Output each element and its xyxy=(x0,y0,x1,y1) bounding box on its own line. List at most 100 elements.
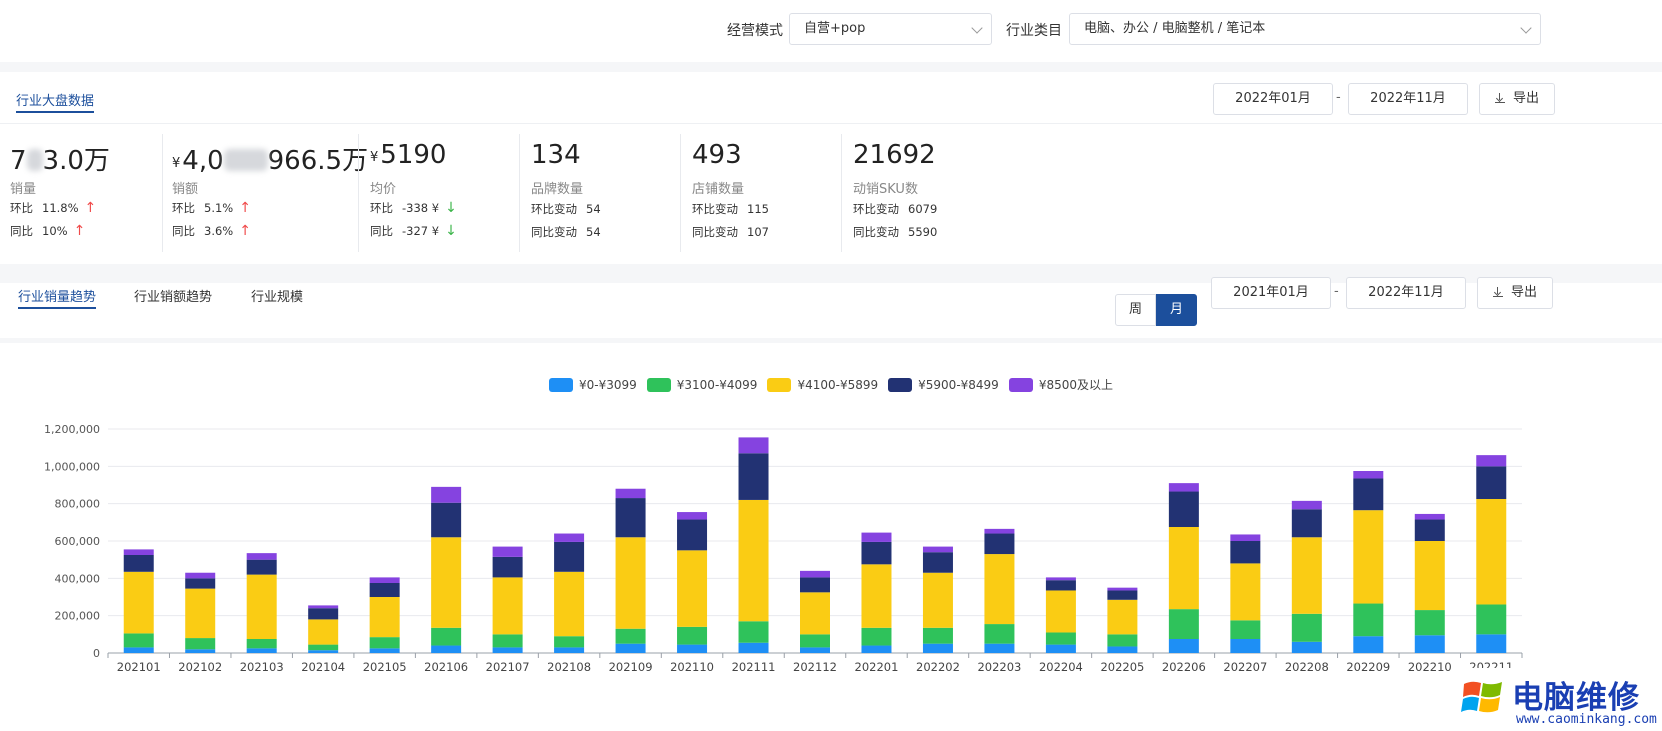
bar-segment xyxy=(738,499,769,622)
bar-segment xyxy=(185,649,216,653)
bar-segment xyxy=(1168,639,1199,653)
bar-segment xyxy=(677,550,708,627)
bar-segment xyxy=(861,532,892,542)
bar-segment xyxy=(922,552,953,573)
bar-segment xyxy=(800,592,830,635)
kpi-name: 销额 xyxy=(172,182,199,197)
bar-segment xyxy=(123,571,154,634)
chart-panel xyxy=(0,343,1662,731)
bar-segment xyxy=(1107,646,1138,653)
tab-sales-volume-trend[interactable]: 行业销量趋势 xyxy=(18,286,97,309)
bar-segment xyxy=(246,553,277,560)
bar-segment xyxy=(492,546,523,557)
x-tick-label: 202202 xyxy=(916,660,960,674)
kpi-divider xyxy=(519,134,520,252)
bar-segment xyxy=(1107,590,1138,600)
bar-segment xyxy=(861,541,892,565)
arrow-up-icon: ↑ xyxy=(84,200,97,216)
legend-item[interactable]: ¥4100-¥5899 xyxy=(767,376,878,393)
bar-segment xyxy=(984,528,1015,534)
redacted-mask xyxy=(223,149,268,171)
x-tick-label: 202106 xyxy=(424,660,468,674)
month-toggle[interactable]: 月 xyxy=(1156,294,1197,326)
kpi-sku-count: 21692 动销SKU数 环比变动 6079 同比变动 5590 xyxy=(853,130,1013,260)
bar-segment xyxy=(369,648,400,653)
overview-export-button[interactable]: 导出 xyxy=(1479,83,1555,115)
chart-legend: ¥0-¥3099 ¥3100-¥4099 ¥4100-¥5899 ¥5900-¥849… xyxy=(0,376,1662,393)
tab-industry-overview[interactable]: 行业大盘数据 xyxy=(16,90,95,113)
bar-segment xyxy=(308,650,339,653)
bar-segment xyxy=(492,577,523,635)
kpi-value: ¥4,0 966.5万 xyxy=(172,146,369,176)
bar-segment xyxy=(554,533,585,542)
bar-segment xyxy=(431,627,462,646)
legend-item[interactable]: ¥3100-¥4099 xyxy=(646,376,758,393)
kpi-mom: 环比变动 115 xyxy=(692,202,769,216)
mode-select[interactable]: 自营+pop xyxy=(789,13,992,45)
bar-segment xyxy=(1291,641,1322,653)
trend-export-button[interactable]: 导出 xyxy=(1477,277,1553,309)
bar-segment xyxy=(308,619,339,645)
bar-segment xyxy=(922,627,953,644)
x-tick-label: 202110 xyxy=(670,660,714,674)
bar-segment xyxy=(123,555,154,572)
bar-segment xyxy=(800,570,830,578)
legend-item[interactable]: ¥8500及以上 xyxy=(1008,376,1113,393)
overview-date-to[interactable]: 2022年11月 xyxy=(1348,83,1468,115)
legend-label: ¥0-¥3099 xyxy=(578,377,637,392)
kpi-yoy: 同比 3.6% ↑ xyxy=(172,223,251,239)
bar-segment xyxy=(1230,541,1261,564)
legend-item[interactable]: ¥0-¥3099 xyxy=(548,376,637,393)
legend-label: ¥3100-¥4099 xyxy=(676,377,758,392)
kpi-sales-amount: ¥4,0 966.5万 销额 环比 5.1% ↑ 同比 3.6% ↑ xyxy=(172,130,368,260)
bar-segment xyxy=(1230,639,1261,653)
y-tick-label: 1,200,000 xyxy=(44,423,100,436)
bar-segment xyxy=(1353,478,1384,511)
kpi-name: 均价 xyxy=(370,182,397,197)
week-toggle[interactable]: 周 xyxy=(1115,294,1156,326)
bar-segment xyxy=(1476,466,1507,499)
bar-segment xyxy=(185,578,216,589)
bar-segment xyxy=(1045,644,1076,653)
kpi-name: 品牌数量 xyxy=(531,182,584,197)
kpi-mom: 环比 5.1% ↑ xyxy=(172,200,251,216)
bar-segment xyxy=(861,645,892,653)
bar-segment xyxy=(554,647,585,653)
bar-segment xyxy=(554,541,585,572)
bar-segment xyxy=(1476,604,1507,635)
category-select[interactable]: 电脑、办公 / 电脑整机 / 笔记本 xyxy=(1069,13,1541,45)
bar-segment xyxy=(369,577,400,583)
kpi-value: ¥5190 xyxy=(370,140,447,170)
bar-segment xyxy=(1414,541,1445,611)
x-tick-label: 202111 xyxy=(732,660,776,674)
bar-segment xyxy=(185,638,216,650)
x-tick-label: 202112 xyxy=(793,660,837,674)
bar-segment xyxy=(1230,534,1261,541)
bar-segment xyxy=(1107,599,1138,635)
x-tick-label: 202103 xyxy=(240,660,284,674)
tab-sales-amount-trend[interactable]: 行业销额趋势 xyxy=(134,290,213,305)
bar-segment xyxy=(1476,455,1507,467)
x-tick-label: 202205 xyxy=(1100,660,1144,674)
y-tick-label: 1,000,000 xyxy=(44,460,100,473)
bar-segment xyxy=(738,453,769,500)
arrow-up-icon: ↑ xyxy=(239,223,251,239)
bar-segment xyxy=(1353,510,1384,604)
arrow-down-icon: ↓ xyxy=(445,223,457,239)
trend-date-from[interactable]: 2021年01月 xyxy=(1211,277,1331,309)
legend-item[interactable]: ¥5900-¥8499 xyxy=(888,376,999,393)
bar-segment xyxy=(1045,632,1076,645)
bar-segment xyxy=(615,498,646,538)
bar-segment xyxy=(369,583,400,597)
bar-segment xyxy=(800,647,830,653)
bar-segment xyxy=(1168,483,1199,492)
overview-panel: 行业大盘数据 2022年01月 - 2022年11月 导出 7 3.0万 销量 环… xyxy=(0,72,1662,264)
tab-industry-scale[interactable]: 行业规模 xyxy=(251,290,304,305)
kpi-yoy: 同比 -327 ¥ ↓ xyxy=(370,223,457,239)
kpi-yoy: 同比变动 5590 xyxy=(853,225,938,239)
bar-segment xyxy=(1353,636,1384,653)
export-label: 导出 xyxy=(1512,91,1539,106)
legend-label: ¥4100-¥5899 xyxy=(797,377,879,392)
trend-date-to[interactable]: 2022年11月 xyxy=(1346,277,1466,309)
overview-date-from[interactable]: 2022年01月 xyxy=(1213,83,1333,115)
